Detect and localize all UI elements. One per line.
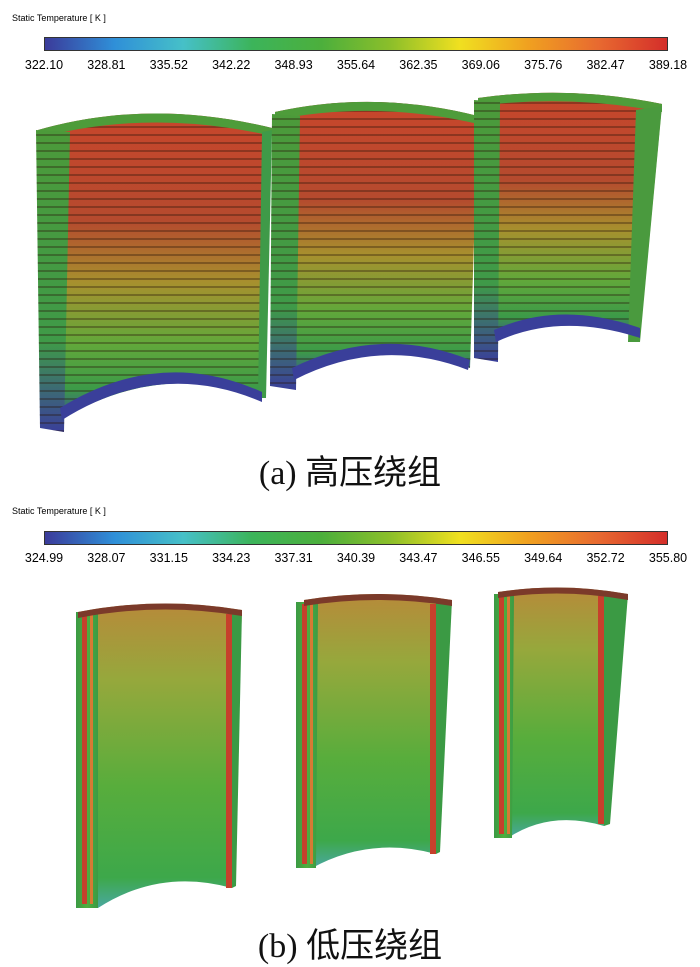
color-scale-tick-label: 343.47 [399, 551, 438, 565]
caption-a: (a) 高压绕组 [258, 455, 442, 492]
color-scale-tick-label: 352.72 [586, 551, 625, 565]
color-scale-tick-label: 342.22 [212, 58, 251, 72]
color-scale-bar [44, 531, 668, 545]
color-scale-tick-label: 355.64 [336, 58, 376, 72]
color-scale-tick-label: 335.52 [149, 58, 188, 72]
color-scale-ticks: 324.99 328.07 331.15 334.23 337.31 340.39 343.… [0, 551, 700, 567]
hv-coil-1 [36, 113, 272, 432]
lv-cylinder-3 [494, 587, 628, 838]
panel-low-voltage-winding: Static Temperature [ K ] 324.99 328.07 331… [0, 500, 700, 965]
lv-winding-render [76, 587, 628, 908]
lv-cylinder-2 [296, 594, 452, 868]
color-scale-tick-label: 340.39 [336, 551, 376, 565]
color-scale-tick-label: 375.76 [524, 58, 563, 72]
hv-coil-2 [270, 101, 478, 390]
hv-winding-render [36, 92, 662, 432]
color-scale-tick-label: 322.10 [24, 58, 64, 72]
color-scale-tick-label: 349.64 [524, 551, 563, 565]
color-scale-bar [44, 37, 668, 51]
legend-title: Static Temperature [ K ] [12, 13, 106, 23]
hv-coil-3 [474, 92, 662, 362]
color-scale-tick-label: 346.55 [461, 551, 500, 565]
color-scale-tick-label: 355.80 [648, 551, 688, 565]
color-scale-tick-label: 369.06 [461, 58, 500, 72]
caption-b: (b) 低压绕组 [257, 928, 443, 965]
color-scale-tick-label: 348.93 [274, 58, 313, 72]
color-scale-tick-label: 382.47 [586, 58, 625, 72]
color-scale-tick-label: 328.07 [87, 551, 126, 565]
color-scale-ticks: 322.10 328.81 335.52 342.22 348.93 355.64 362.… [0, 58, 700, 74]
color-scale-tick-label: 362.35 [399, 58, 438, 72]
lv-cylinder-1 [76, 603, 242, 908]
legend-title: Static Temperature [ K ] [12, 506, 106, 516]
color-scale-tick-label: 389.18 [648, 58, 688, 72]
color-scale-tick-label: 328.81 [87, 58, 126, 72]
panel-high-voltage-winding: Static Temperature [ K ] 322.10 328.81 335… [0, 13, 700, 492]
color-scale-tick-label: 324.99 [24, 551, 64, 565]
color-scale-tick-label: 331.15 [149, 551, 188, 565]
color-scale-tick-label: 334.23 [212, 551, 251, 565]
color-scale-tick-label: 337.31 [274, 551, 313, 565]
